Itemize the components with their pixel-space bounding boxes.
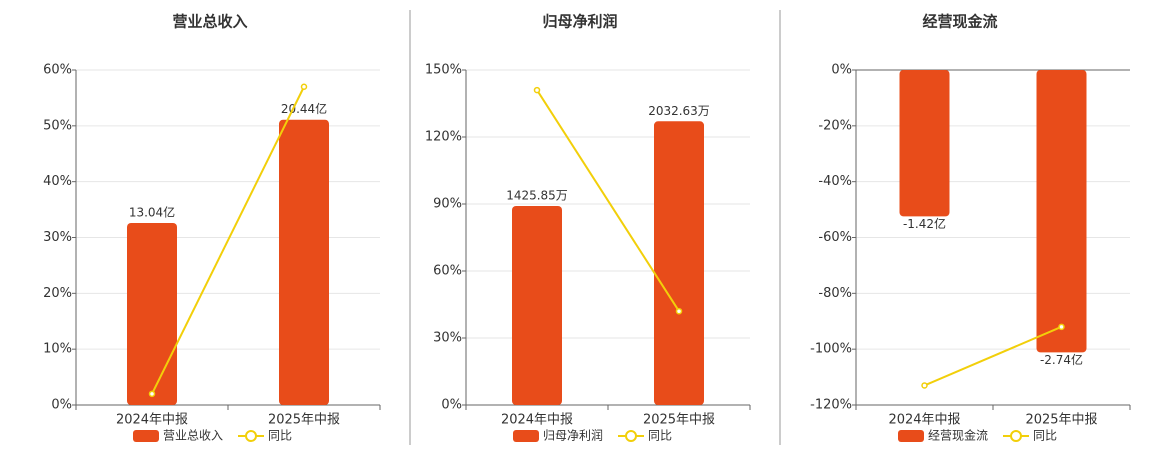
legend-swatch (513, 430, 539, 442)
y-tick-label: 40% (43, 174, 72, 189)
y-tick-label: 0% (441, 398, 462, 413)
value-label: 1425.85万 (506, 188, 568, 202)
line-point (300, 83, 308, 90)
line (536, 89, 680, 312)
x-tick-label: 2024年中报 (116, 413, 188, 428)
y-tick-label: 60% (43, 63, 72, 78)
y-tick-label: 10% (43, 342, 72, 357)
y-tick-label: -40% (818, 174, 852, 189)
x-tick-label: 2025年中报 (1025, 413, 1097, 428)
value-label: -1.42亿 (903, 216, 946, 231)
x-tick-label: 2024年中报 (888, 413, 960, 428)
legend-label: 经营现金流 (928, 428, 988, 443)
legend-label: 同比 (1033, 429, 1057, 443)
y-tick-label: 20% (43, 286, 72, 301)
y-tick-label: 90% (433, 197, 462, 212)
value-label: 2032.63万 (648, 104, 710, 118)
legend-swatch (245, 430, 257, 442)
y-tick-label: -60% (818, 230, 852, 245)
legend-swatch (625, 430, 637, 442)
legend-swatch (1010, 430, 1022, 442)
value-label: 20.44亿 (281, 101, 327, 116)
y-tick-label: -20% (818, 118, 852, 133)
line-point (675, 307, 683, 315)
legend-label: 同比 (268, 429, 292, 443)
y-tick-label: -100% (810, 342, 852, 357)
y-tick-label: -120% (810, 398, 852, 413)
x-tick-label: 2025年中报 (643, 413, 715, 428)
line (151, 86, 305, 395)
y-tick-label: 30% (43, 230, 72, 245)
legend-label: 同比 (648, 429, 672, 443)
line-point (533, 86, 541, 94)
bar (899, 70, 950, 217)
y-tick-label: 30% (433, 331, 462, 346)
bar (1036, 70, 1087, 353)
y-tick-label: 150% (425, 63, 462, 78)
value-label: -2.74亿 (1040, 352, 1083, 367)
bar (654, 121, 704, 405)
y-tick-label: 120% (425, 130, 462, 145)
value-label: 13.04亿 (129, 204, 175, 219)
line (924, 325, 1062, 387)
y-tick-label: -80% (818, 286, 852, 301)
x-tick-label: 2024年中报 (501, 413, 573, 428)
line-point (1058, 323, 1065, 331)
bar (279, 119, 329, 406)
chart-title: 经营现金流 (922, 13, 997, 31)
bar (512, 205, 562, 405)
y-tick-label: 0% (831, 63, 852, 78)
bar (127, 222, 177, 405)
legend-label: 归母净利润 (543, 429, 603, 443)
line-point (148, 390, 156, 398)
y-tick-label: 60% (433, 264, 462, 279)
y-tick-label: 50% (43, 118, 72, 133)
y-tick-label: 0% (51, 398, 72, 413)
legend-label: 营业总收入 (163, 429, 223, 443)
chart-title: 营业总收入 (172, 13, 247, 31)
line-point (921, 382, 928, 389)
legend-swatch (133, 430, 159, 442)
chart-title: 归母净利润 (542, 13, 617, 31)
x-tick-label: 2025年中报 (268, 413, 340, 428)
legend-swatch (898, 430, 924, 442)
